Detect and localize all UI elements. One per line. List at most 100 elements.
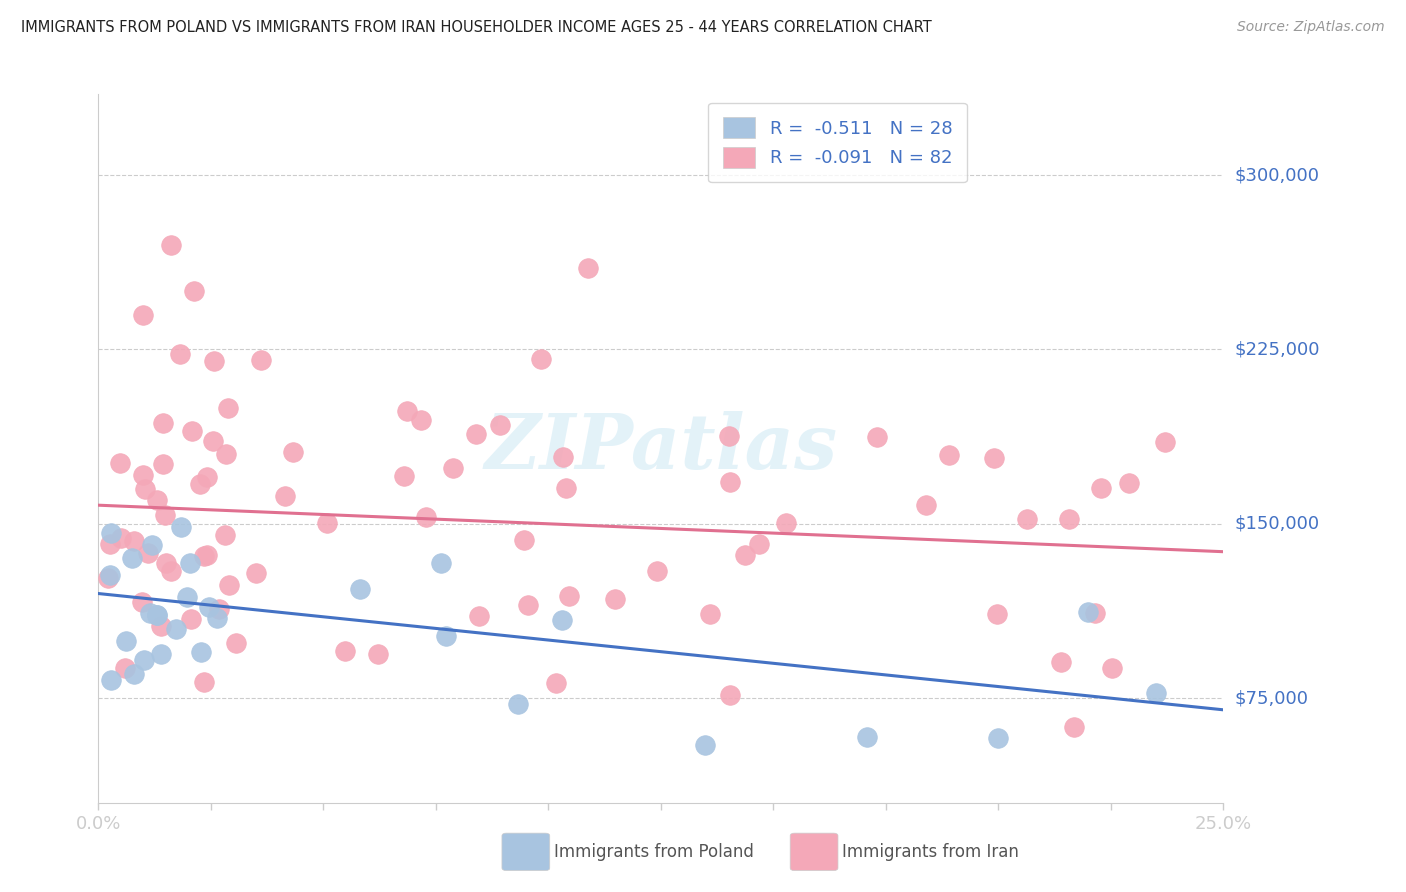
Point — [1118, 476, 1140, 491]
Point — [1101, 661, 1123, 675]
Point — [98, 536, 121, 550]
Point — [193, 549, 215, 564]
Point — [108, 456, 131, 470]
Point — [938, 449, 960, 463]
Point — [551, 613, 574, 627]
Point — [215, 447, 238, 461]
Point — [136, 546, 159, 560]
Point — [430, 556, 453, 570]
Point — [349, 582, 371, 597]
Point — [110, 531, 132, 545]
Point — [987, 731, 1010, 745]
Point — [176, 590, 198, 604]
Point — [121, 551, 143, 566]
Point — [170, 519, 193, 533]
Point — [217, 401, 239, 415]
Point — [434, 629, 457, 643]
Point — [1077, 605, 1099, 619]
Point — [225, 636, 247, 650]
Point — [1153, 434, 1175, 449]
Point — [489, 418, 512, 433]
Point — [122, 667, 145, 681]
Point — [508, 697, 530, 711]
Legend: R =  -0.511   N = 28, R =  -0.091   N = 82: R = -0.511 N = 28, R = -0.091 N = 82 — [709, 103, 967, 182]
Point — [718, 475, 741, 489]
Point — [856, 730, 879, 744]
Point — [551, 450, 574, 465]
Point — [409, 413, 432, 427]
Point — [1057, 512, 1080, 526]
Point — [775, 516, 797, 531]
Point — [1084, 606, 1107, 620]
Point — [718, 688, 741, 702]
Point — [188, 477, 211, 491]
Point — [530, 352, 553, 367]
Point — [281, 444, 304, 458]
Point — [468, 608, 491, 623]
Point — [695, 738, 717, 752]
Point — [983, 450, 1005, 465]
Point — [122, 534, 145, 549]
Text: $300,000: $300,000 — [1234, 166, 1319, 184]
Text: $225,000: $225,000 — [1234, 341, 1320, 359]
Point — [195, 469, 218, 483]
Point — [202, 354, 225, 368]
Point — [205, 611, 228, 625]
Point — [100, 526, 122, 541]
Point — [201, 434, 224, 448]
Point — [146, 492, 169, 507]
Point — [146, 608, 169, 623]
Point — [97, 571, 120, 585]
Point — [214, 527, 236, 541]
Point — [183, 285, 205, 299]
Point — [208, 602, 231, 616]
Point — [141, 538, 163, 552]
Point — [513, 533, 536, 547]
Point — [734, 548, 756, 562]
Text: Source: ZipAtlas.com: Source: ZipAtlas.com — [1237, 20, 1385, 34]
Point — [645, 564, 668, 578]
Point — [274, 489, 297, 503]
Point — [193, 675, 215, 690]
Point — [134, 482, 156, 496]
Point — [699, 607, 721, 621]
Point — [544, 675, 567, 690]
Point — [603, 591, 626, 606]
Point — [181, 424, 204, 438]
Point — [392, 468, 415, 483]
Text: Immigrants from Iran: Immigrants from Iran — [842, 843, 1019, 861]
Point — [115, 634, 138, 648]
Point — [169, 347, 191, 361]
Point — [165, 622, 187, 636]
Point — [915, 499, 938, 513]
Point — [986, 607, 1008, 621]
Point — [558, 590, 581, 604]
Point — [441, 461, 464, 475]
Point — [160, 564, 183, 578]
Point — [245, 566, 267, 581]
Text: ZIPatlas: ZIPatlas — [484, 411, 838, 485]
Point — [132, 468, 155, 483]
Point — [152, 457, 174, 471]
Point — [1090, 481, 1112, 495]
Point — [555, 481, 578, 495]
Point — [132, 653, 155, 667]
Point — [1063, 720, 1085, 734]
Point — [139, 607, 162, 621]
Point — [315, 516, 337, 530]
Point — [180, 612, 202, 626]
Point — [114, 661, 136, 675]
Point — [153, 508, 176, 522]
Point — [718, 428, 741, 442]
Point — [517, 598, 540, 612]
Point — [1015, 512, 1038, 526]
Point — [155, 556, 177, 570]
Point — [146, 607, 169, 622]
Point — [160, 237, 183, 252]
Point — [576, 260, 599, 275]
Point — [415, 510, 437, 524]
Text: $75,000: $75,000 — [1234, 690, 1309, 707]
Point — [197, 599, 219, 614]
Point — [395, 404, 418, 418]
Point — [218, 578, 240, 592]
